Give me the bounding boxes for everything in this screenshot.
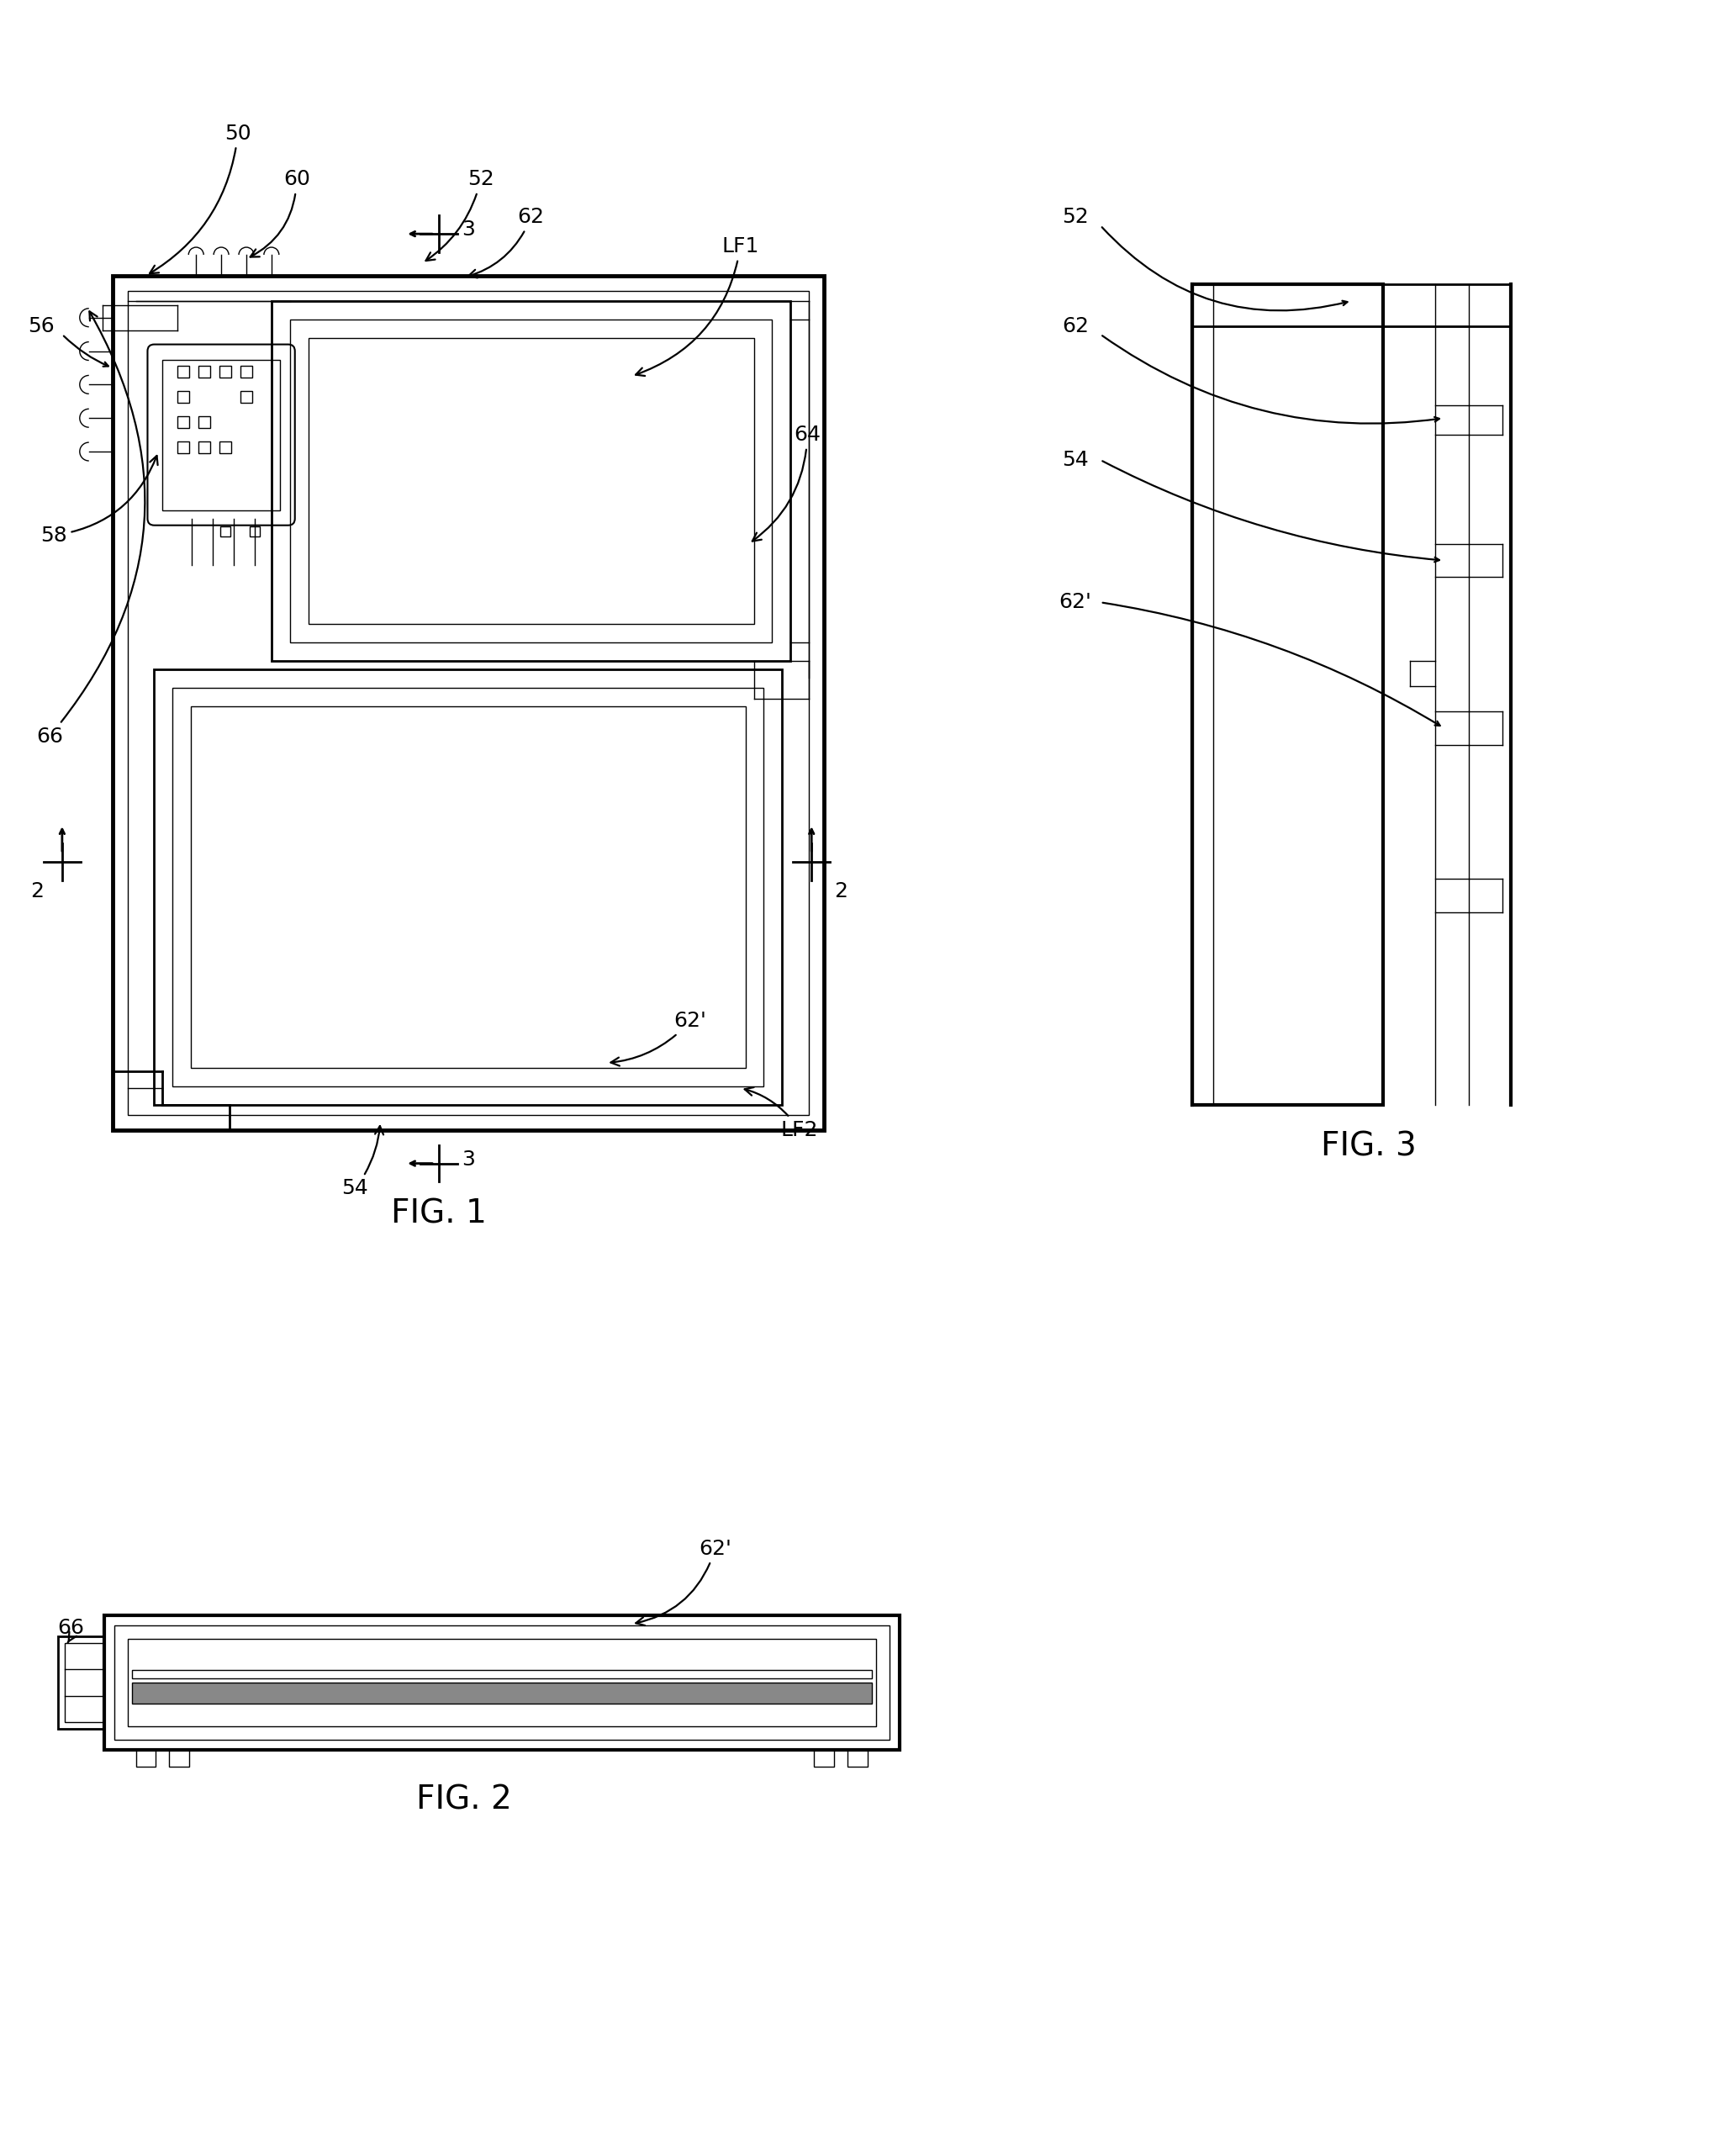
Bar [136, 1751, 156, 1766]
Text: LF2: LF2 [745, 1087, 819, 1141]
Text: 62': 62' [1059, 593, 1091, 612]
Text: 56: 56 [27, 317, 55, 336]
Text: 62: 62 [1062, 317, 1088, 336]
Text: 62': 62' [637, 1539, 731, 1626]
Bar [178, 416, 189, 429]
Bar [58, 1636, 105, 1729]
Bar [240, 390, 252, 403]
Bar [190, 707, 745, 1067]
Text: 3: 3 [462, 1149, 475, 1169]
Bar [170, 1751, 189, 1766]
Text: 54: 54 [1062, 451, 1088, 470]
Bar [127, 1639, 875, 1727]
Bar [132, 1671, 872, 1677]
Text: FIG. 2: FIG. 2 [417, 1783, 511, 1815]
Bar [154, 668, 782, 1104]
Bar [251, 526, 259, 537]
Text: 64: 64 [752, 425, 820, 541]
Text: 66: 66 [57, 1619, 84, 1643]
Text: 62': 62' [611, 1011, 707, 1065]
Bar [199, 367, 211, 377]
Text: 52: 52 [426, 170, 494, 261]
Bar [65, 1643, 105, 1723]
Bar [127, 291, 808, 1115]
Bar [240, 367, 252, 377]
Text: 54: 54 [341, 1125, 383, 1199]
Bar [220, 526, 230, 537]
Bar [220, 442, 232, 453]
Bar [848, 1751, 868, 1766]
Bar [199, 416, 211, 429]
Bar [178, 367, 189, 377]
Bar [220, 367, 232, 377]
Bar [1193, 285, 1510, 326]
Text: FIG. 1: FIG. 1 [391, 1199, 487, 1229]
Text: 2: 2 [31, 882, 43, 901]
Bar [163, 360, 280, 511]
Bar [199, 442, 211, 453]
Text: 3: 3 [462, 220, 475, 239]
Bar [132, 1682, 872, 1703]
Text: 58: 58 [41, 455, 158, 545]
Bar [178, 442, 189, 453]
Bar [309, 338, 753, 623]
Bar [813, 1751, 834, 1766]
Bar [271, 302, 791, 662]
Bar [178, 390, 189, 403]
Bar [112, 276, 824, 1130]
Text: FIG. 3: FIG. 3 [1321, 1130, 1416, 1162]
Text: 50: 50 [149, 123, 251, 274]
Bar [105, 1615, 899, 1751]
Bar [290, 319, 772, 642]
Text: 52: 52 [1062, 207, 1088, 226]
Bar [1193, 285, 1383, 1104]
Bar [173, 688, 764, 1087]
Text: 60: 60 [251, 170, 311, 257]
Text: LF1: LF1 [635, 237, 758, 375]
Bar [113, 1626, 889, 1740]
Text: 66: 66 [36, 310, 144, 746]
Text: 2: 2 [834, 882, 848, 901]
Text: 62: 62 [468, 207, 544, 278]
